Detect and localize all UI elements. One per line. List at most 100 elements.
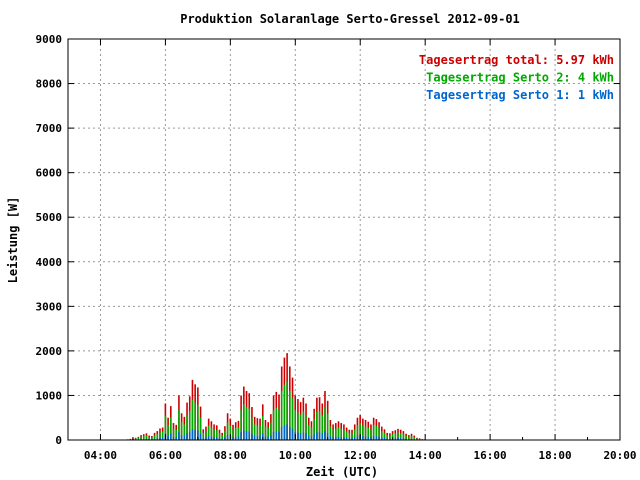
bar-serto2	[389, 435, 391, 440]
bars	[124, 353, 426, 440]
legend-entry: Tagesertrag Serto 1: 1 kWh	[426, 88, 614, 102]
bar-serto1	[218, 438, 221, 440]
bar-serto2	[297, 412, 299, 440]
bar-serto2	[243, 404, 245, 440]
plot-frame	[67, 38, 621, 441]
bar-serto2	[134, 438, 137, 440]
bar-serto1	[375, 436, 378, 440]
bar-serto2	[324, 407, 326, 440]
bar-serto2	[251, 417, 253, 440]
y-tick-label: 9000	[36, 33, 63, 46]
bar-serto2	[199, 417, 202, 440]
bar-serto2	[364, 426, 367, 440]
bar-serto2	[359, 423, 361, 440]
bar-serto2	[202, 432, 205, 440]
bar-serto1	[362, 436, 364, 440]
x-tick-label: 14:00	[409, 449, 442, 462]
y-tick-label: 6000	[36, 167, 63, 180]
bar-serto1	[280, 426, 283, 440]
bar-serto1	[321, 433, 324, 440]
bar-serto1	[210, 436, 213, 440]
bar-serto2	[267, 428, 269, 440]
bar-serto2	[188, 410, 191, 440]
bar-serto1	[145, 438, 148, 440]
x-tick-label: 06:00	[149, 449, 182, 462]
bar-serto1	[305, 433, 307, 440]
bar-serto2	[337, 427, 340, 440]
bar-serto2	[218, 433, 221, 440]
bar-serto1	[394, 438, 397, 440]
bar-serto2	[356, 425, 359, 440]
bar-serto2	[307, 425, 310, 440]
bar-serto1	[334, 436, 337, 440]
legend-entry: Tagesertrag Serto 2: 4 kWh	[426, 71, 614, 85]
bar-serto1	[207, 436, 210, 440]
bar-serto1	[237, 436, 240, 440]
bar-serto1	[283, 425, 286, 440]
bar-serto1	[188, 432, 191, 440]
bar-serto2	[334, 428, 337, 440]
bar-serto2	[305, 415, 307, 440]
bar-serto1	[245, 431, 248, 440]
bar-serto2	[416, 438, 418, 440]
bar-serto1	[380, 437, 383, 440]
y-tick-label: 1000	[36, 389, 63, 402]
bar-serto1	[251, 434, 253, 440]
bar-serto1	[353, 437, 356, 440]
legend: Tagesertrag total: 5.97 kWh Tagesertrag S…	[419, 53, 614, 102]
bar-serto2	[313, 419, 315, 440]
y-tick-label: 8000	[36, 78, 63, 91]
bar-serto1	[326, 432, 329, 440]
bar-serto2	[383, 432, 386, 440]
bar-serto2	[321, 415, 324, 440]
bar-serto2	[205, 431, 207, 440]
bar-serto1	[172, 436, 175, 440]
bar-serto2	[151, 437, 153, 440]
bar-serto2	[240, 410, 242, 440]
bar-serto2	[332, 429, 334, 440]
x-tick-label: 20:00	[603, 449, 636, 462]
bar-serto1	[156, 438, 159, 440]
bar-serto2	[329, 426, 332, 440]
bar-serto2	[413, 437, 416, 440]
bar-serto1	[337, 436, 340, 440]
bar-serto2	[213, 429, 215, 440]
bar-serto2	[145, 435, 148, 440]
bar-serto1	[310, 436, 313, 440]
bar-serto1	[180, 435, 183, 440]
bar-serto2	[140, 436, 142, 440]
bar-serto2	[159, 432, 161, 440]
bar-serto2	[197, 404, 199, 440]
bar-serto1	[253, 435, 256, 440]
bar-serto2	[170, 417, 172, 440]
bar-serto1	[142, 438, 145, 440]
bar-serto2	[221, 435, 223, 440]
bar-serto2	[234, 428, 237, 440]
legend-entry: Tagesertrag total: 5.97 kWh	[419, 53, 614, 67]
bar-serto2	[370, 429, 372, 440]
bar-serto2	[399, 433, 402, 440]
bar-serto1	[248, 431, 251, 440]
bar-serto1	[399, 438, 402, 440]
bar-serto2	[270, 422, 272, 440]
bar-serto2	[289, 390, 291, 440]
bar-serto1	[372, 435, 375, 440]
bar-serto2	[362, 425, 364, 440]
bar-serto1	[389, 438, 391, 440]
bar-serto1	[267, 436, 269, 440]
bar-serto1	[410, 438, 413, 440]
bar-serto2	[353, 429, 356, 440]
bar-serto1	[259, 436, 261, 440]
bar-serto2	[237, 427, 240, 440]
bar-serto2	[215, 430, 218, 440]
bar-serto2	[386, 435, 388, 440]
bar-serto1	[348, 438, 351, 440]
bar-serto1	[261, 433, 264, 440]
bar-serto2	[283, 384, 286, 440]
bar-serto2	[316, 411, 318, 440]
bar-serto2	[264, 426, 267, 440]
bar-serto2	[183, 424, 186, 440]
bar-serto2	[310, 427, 313, 440]
x-axis-label: Zeit (UTC)	[306, 465, 378, 479]
